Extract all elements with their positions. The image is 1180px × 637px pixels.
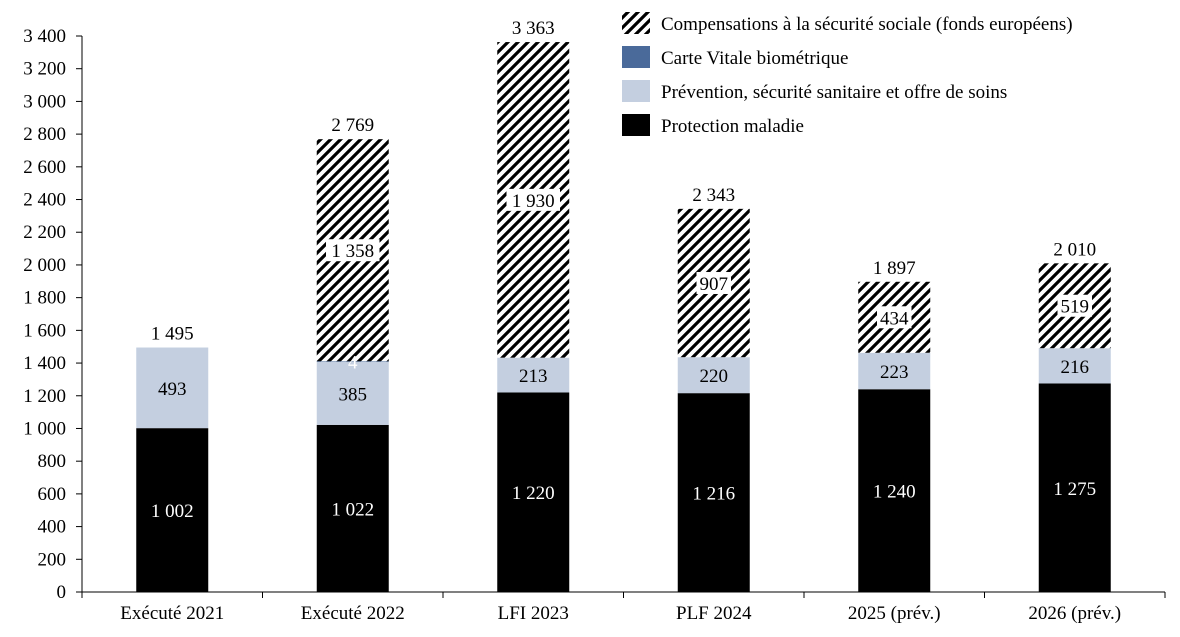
bar-segment-prevention-securite-sanitaire-et-offre-de-soins [136,347,209,429]
data-label: 223 [880,362,909,383]
data-label-background [506,188,560,211]
data-label: 1 358 [331,241,374,262]
data-label-background [1057,294,1092,317]
bar-segment-protection-maladie [497,392,570,592]
bar-segment-prevention-securite-sanitaire-et-offre-de-soins [858,352,931,390]
legend-label: Compensations à la sécurité sociale (fon… [661,14,1073,35]
legend-swatch-prevention-securite-sanitaire-et-offre-de-soins [622,80,650,102]
data-label: 493 [158,379,187,400]
x-tick-label: Exécuté 2021 [120,603,224,624]
data-label: 907 [700,274,729,295]
y-tick-label: 2 400 [23,190,66,211]
data-label: 1 216 [692,484,735,505]
total-label: 2 769 [331,115,374,136]
x-tick-label: 2025 (prév.) [848,603,941,624]
y-tick-label: 3 200 [23,59,66,80]
legend: Compensations à la sécurité sociale (fon… [622,12,1073,137]
bar-segment-prevention-securite-sanitaire-et-offre-de-soins [677,357,750,394]
legend-label: Carte Vitale biométrique [661,48,848,69]
y-axis: 0 200 400 600 800 1 000 1 200 1 400 1 600 1 800 2 … [23,26,83,603]
y-tick-label: 200 [38,549,67,570]
data-label: 216 [1061,357,1090,378]
x-tick-label: LFI 2023 [498,603,569,624]
bar-segment-carte-vitale-biometrique [316,361,389,362]
total-label: 1 897 [873,258,916,279]
legend-swatch-carte-vitale-biometrique [622,46,650,68]
x-tick-label: 2026 (prév.) [1028,603,1121,624]
data-label-background [696,272,731,295]
data-label: 1 930 [512,191,555,212]
data-label: 1 275 [1053,479,1096,500]
y-tick-label: 600 [38,484,67,505]
bar-segment-protection-maladie [677,393,750,592]
data-label: 519 [1061,297,1090,318]
y-tick-label: 1 800 [23,288,66,309]
bar-segment-prevention-securite-sanitaire-et-offre-de-soins [316,361,389,425]
bar-segment-prevention-securite-sanitaire-et-offre-de-soins [497,357,570,393]
total-label: 2 010 [1053,239,1096,260]
legend-label: Prévention, sécurité sanitaire et offre … [661,82,1007,103]
x-tick-label: PLF 2024 [676,603,752,624]
x-axis: Exécuté 2021 Exécuté 2022 LFI 2023 PLF 2024… [81,591,1166,624]
data-label: 1 220 [512,483,555,504]
bar-segment-protection-maladie [316,424,389,592]
legend-label: Protection maladie [661,116,804,137]
data-label: 213 [519,366,548,387]
total-label: 2 343 [692,185,735,206]
data-label: 434 [880,308,909,329]
y-tick-label: 2 000 [23,255,66,276]
bar-segment-protection-maladie [1038,383,1111,592]
bar-segment-protection-maladie [136,428,209,592]
data-label: 220 [700,366,729,387]
bar-segment-prevention-securite-sanitaire-et-offre-de-soins [1038,348,1111,384]
data-label-background [877,306,912,329]
data-label: 1 022 [331,499,374,520]
legend-swatch-protection-maladie [622,114,650,136]
data-label: 1 240 [873,482,916,503]
y-tick-label: 3 000 [23,91,66,112]
y-tick-label: 1 200 [23,386,66,407]
data-labels: 1 002 493 1 495 1 022 385 4 1 358 2 769 1 220 213… [151,18,1096,522]
total-label: 1 495 [151,324,194,345]
x-tick-label: Exécuté 2022 [301,603,405,624]
bar-segment-protection-maladie [858,389,931,592]
legend-swatch-compensations-a-la-securite-sociale-fonds-europeens [622,12,650,34]
y-tick-label: 2 600 [23,157,66,178]
data-label-background [326,239,380,262]
y-tick-label: 400 [38,517,67,538]
y-tick-label: 0 [57,582,67,603]
data-label: 4 [348,353,358,374]
y-tick-label: 3 400 [23,26,66,47]
data-label: 385 [339,384,368,405]
y-tick-label: 1 000 [23,418,66,439]
total-label: 3 363 [512,18,555,39]
y-tick-label: 1 400 [23,353,66,374]
y-tick-label: 2 200 [23,222,66,243]
data-label: 1 002 [151,501,194,522]
y-tick-label: 1 600 [23,320,66,341]
y-tick-label: 800 [38,451,67,472]
y-tick-label: 2 800 [23,124,66,145]
